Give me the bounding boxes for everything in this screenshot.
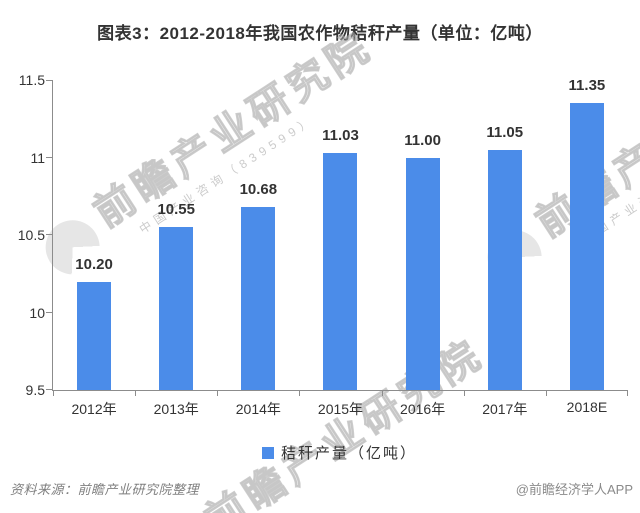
x-axis-label: 2016年 [400, 401, 446, 417]
x-axis-tick [627, 390, 628, 396]
x-axis-tick [217, 390, 219, 396]
x-axis-tick [545, 390, 547, 396]
bar-slot: 10.55 [135, 201, 217, 390]
bar-2014年 [241, 207, 276, 390]
plot-area: 9.5 10 10.5 11 11.5 2012年 10.20 2013年 10.55 2014年… [18, 72, 628, 417]
x-axis-label: 2014年 [235, 401, 281, 417]
bar-value-label: 11.35 [568, 77, 606, 95]
x-axis-tick [463, 390, 465, 396]
source-note: 资料来源：前瞻产业研究院整理 [10, 482, 200, 497]
y-axis-label: 11.5 [18, 72, 45, 88]
x-axis-label: 2018E [566, 399, 608, 415]
legend: 秸秆产量（亿吨） [52, 442, 627, 463]
x-axis-label: 2017年 [482, 401, 528, 417]
bar-2018E [569, 103, 604, 390]
bar-2015年 [323, 152, 358, 390]
chart-title: 图表3：2012-2018年我国农作物秸秆产量（单位：亿吨） [97, 24, 543, 43]
bar-slot: 11.03 [299, 127, 381, 390]
x-axis-label: 2012年 [71, 401, 117, 417]
x-axis-label: 2013年 [153, 401, 199, 417]
x-axis-tick [381, 390, 383, 396]
legend-label: 秸秆产量（亿吨） [280, 445, 417, 462]
bar-slot: 10.68 [217, 181, 299, 390]
bar-value-label: 11.05 [486, 123, 524, 141]
y-axis-label: 10.5 [17, 227, 45, 243]
bar-slot: 10.20 [53, 256, 135, 390]
x-axis-tick [53, 390, 54, 396]
y-axis-tick [46, 156, 52, 158]
y-axis-tick [46, 389, 52, 390]
y-axis-tick [46, 234, 52, 235]
bar-slot: 11.35 [546, 77, 628, 390]
y-axis-label: 11 [30, 149, 45, 166]
bar-slot: 11.00 [382, 132, 464, 390]
y-axis-label: 9.5 [25, 382, 45, 398]
bar-value-label: 11.00 [404, 131, 441, 149]
bar-2013年 [159, 227, 194, 390]
bar-value-label: 10.20 [75, 255, 113, 273]
bar-value-label: 10.68 [239, 181, 278, 199]
y-axis-label: 10 [29, 304, 45, 321]
x-axis-tick [135, 390, 137, 396]
footer: 资料来源：前瞻产业研究院整理 @前瞻经济学人APP [10, 479, 633, 498]
bar-2017年 [487, 149, 522, 390]
x-axis-tick [299, 390, 301, 396]
bar-value-label: 10.55 [157, 201, 195, 219]
bar-2012年 [77, 281, 112, 390]
legend-swatch-icon [261, 446, 274, 459]
app-credit: @前瞻经济学人APP [515, 482, 633, 497]
bar-slot: 11.05 [464, 124, 546, 390]
bar-2016年 [405, 157, 440, 390]
bar-value-label: 11.03 [322, 126, 359, 144]
x-axis-label: 2015年 [317, 401, 364, 417]
y-axis-tick [46, 80, 52, 81]
y-axis-tick [46, 311, 52, 313]
